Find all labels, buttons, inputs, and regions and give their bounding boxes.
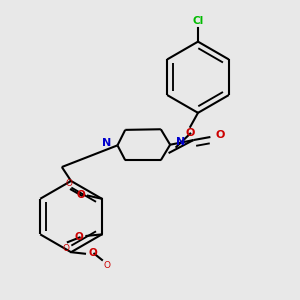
Text: Cl: Cl — [192, 16, 204, 26]
Text: O: O — [215, 130, 224, 140]
Text: N: N — [176, 137, 186, 147]
Text: O: O — [186, 128, 195, 138]
Text: O: O — [103, 262, 111, 271]
Text: O: O — [76, 190, 85, 200]
Text: O: O — [75, 232, 83, 242]
Text: N: N — [102, 138, 111, 148]
Text: O: O — [66, 179, 73, 188]
Text: O: O — [63, 244, 70, 253]
Text: O: O — [88, 248, 97, 258]
